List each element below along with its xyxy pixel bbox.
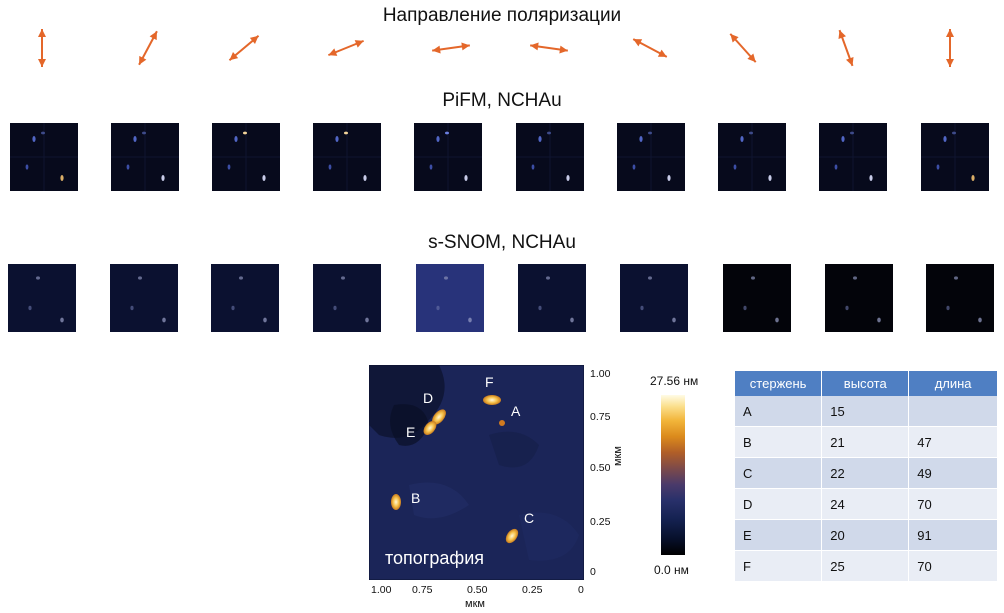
ssnom-image bbox=[110, 264, 178, 332]
rod-C bbox=[505, 528, 519, 544]
polarization-arrow-icon bbox=[816, 24, 876, 72]
pifm-image bbox=[819, 123, 887, 191]
y-tick-label: 0.75 bbox=[590, 411, 611, 423]
rod-label: F bbox=[485, 374, 494, 390]
polarization-arrow-icon bbox=[421, 24, 481, 72]
polarization-arrow-icon bbox=[620, 24, 680, 72]
ssnom-image bbox=[926, 264, 994, 332]
pifm-image bbox=[212, 123, 280, 191]
table-header-cell: длина bbox=[908, 371, 998, 396]
table-cell: 22 bbox=[821, 457, 910, 489]
rod-D bbox=[432, 409, 446, 425]
table-cell: A bbox=[735, 396, 823, 427]
pifm-image bbox=[921, 123, 989, 191]
x-tick-label: 0.50 bbox=[467, 584, 488, 596]
y-tick-label: 0 bbox=[590, 566, 596, 578]
ssnom-image bbox=[620, 264, 688, 332]
y-tick-label: 1.00 bbox=[590, 368, 611, 380]
ssnom-title: s-SNOM, NCHAu bbox=[428, 232, 576, 253]
table-cell: B bbox=[735, 426, 823, 458]
table-cell: 49 bbox=[908, 457, 998, 489]
polarization-arrow-icon bbox=[713, 24, 773, 72]
table-row: A 15 bbox=[735, 396, 998, 427]
pifm-image bbox=[111, 123, 179, 191]
ssnom-image bbox=[8, 264, 76, 332]
polarization-arrow-icon bbox=[920, 24, 980, 72]
table-row: B 21 47 bbox=[735, 426, 998, 458]
table-row: E 20 91 bbox=[735, 519, 998, 551]
table-header-row: стержень высота длина bbox=[735, 371, 998, 396]
polarization-arrow-icon bbox=[12, 24, 72, 72]
rod-dimensions-table: стержень высота длина A 15 B 21 47 C 22 … bbox=[735, 371, 998, 582]
rod-A bbox=[499, 420, 505, 426]
rod-label: A bbox=[511, 403, 521, 419]
table-cell: 70 bbox=[908, 488, 998, 520]
y-tick-label: 0.25 bbox=[590, 516, 611, 528]
table-cell: D bbox=[735, 488, 823, 520]
table-cell: F bbox=[735, 550, 823, 582]
ssnom-image bbox=[723, 264, 791, 332]
polarization-arrow-icon bbox=[118, 24, 178, 72]
table-cell: C bbox=[735, 457, 823, 489]
table-header-cell: стержень bbox=[735, 371, 823, 396]
colorbar-max-label: 27.56 нм bbox=[650, 374, 699, 388]
ssnom-image bbox=[313, 264, 381, 332]
rod-B bbox=[391, 494, 401, 510]
colorbar-min-label: 0.0 нм bbox=[654, 563, 689, 577]
rod-label: B bbox=[411, 490, 421, 506]
rod-F bbox=[483, 395, 501, 405]
pifm-image bbox=[718, 123, 786, 191]
table-cell: 24 bbox=[821, 488, 910, 520]
table-cell: 70 bbox=[908, 550, 998, 582]
x-axis-unit: мкм bbox=[465, 598, 485, 610]
rod-label: E bbox=[406, 424, 416, 440]
table-cell: 47 bbox=[908, 426, 998, 458]
ssnom-image bbox=[211, 264, 279, 332]
polarization-title: Направление поляризации bbox=[382, 5, 622, 26]
rod-label: C bbox=[524, 510, 535, 526]
table-cell: 21 bbox=[821, 426, 910, 458]
pifm-image bbox=[516, 123, 584, 191]
table-cell: 25 bbox=[821, 550, 910, 582]
table-header-cell: высота bbox=[821, 371, 910, 396]
polarization-arrow-icon bbox=[519, 24, 579, 72]
x-tick-label: 0 bbox=[578, 584, 584, 596]
topography-caption: топография bbox=[385, 548, 485, 568]
x-tick-label: 0.25 bbox=[522, 584, 543, 596]
polarization-arrow-icon bbox=[316, 24, 376, 72]
ssnom-image bbox=[518, 264, 586, 332]
table-cell: 20 bbox=[821, 519, 910, 551]
y-tick-label: 0.50 bbox=[590, 462, 611, 474]
rod-label: D bbox=[423, 390, 434, 406]
colorbar bbox=[661, 395, 685, 555]
pifm-title: PiFM, NCHAu bbox=[442, 90, 562, 111]
table-cell bbox=[908, 396, 998, 427]
pifm-image bbox=[313, 123, 381, 191]
rod-E bbox=[423, 421, 437, 435]
table-cell: 15 bbox=[821, 396, 910, 427]
polarization-arrow-icon bbox=[214, 24, 274, 72]
table-row: F 25 70 bbox=[735, 550, 998, 582]
x-tick-label: 0.75 bbox=[412, 584, 433, 596]
pifm-image bbox=[414, 123, 482, 191]
table-cell: 91 bbox=[908, 519, 998, 551]
topography-map bbox=[368, 364, 585, 581]
pifm-image bbox=[617, 123, 685, 191]
y-axis-unit: мкм bbox=[612, 446, 624, 466]
table-row: D 24 70 bbox=[735, 488, 998, 520]
pifm-image bbox=[10, 123, 78, 191]
ssnom-image bbox=[416, 264, 484, 332]
ssnom-image bbox=[825, 264, 893, 332]
table-row: C 22 49 bbox=[735, 457, 998, 489]
table-cell: E bbox=[735, 519, 823, 551]
x-tick-label: 1.00 bbox=[371, 584, 392, 596]
